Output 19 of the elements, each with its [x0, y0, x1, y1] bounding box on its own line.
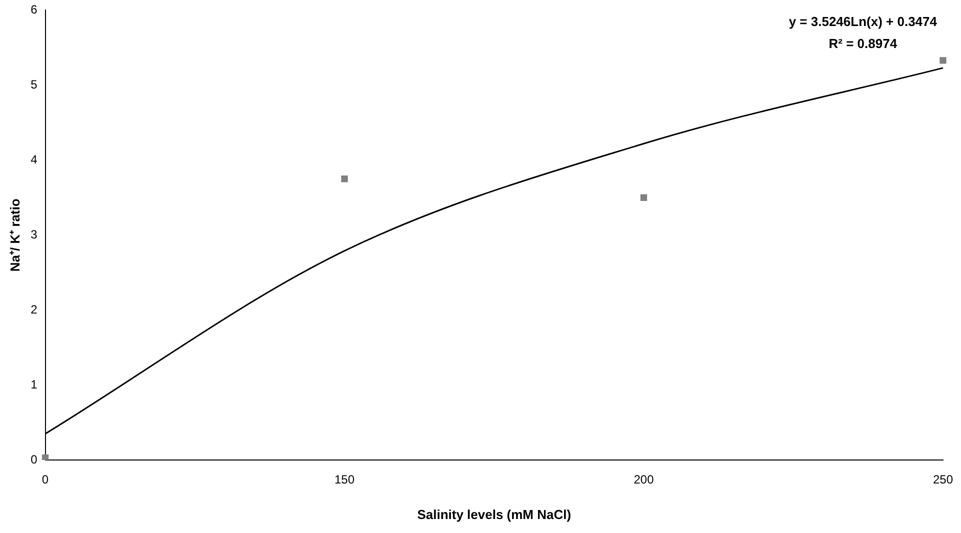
y-tick-label: 2 [30, 302, 38, 316]
y-tick-label: 6 [30, 2, 38, 17]
y-tick-label: 3 [30, 227, 38, 242]
point [640, 194, 648, 201]
y-tick-label: 4 [30, 152, 38, 166]
x-axis-title: Salinity levels (mM NaCl) [417, 506, 572, 522]
point [42, 454, 49, 460]
y-axis-title: Na⁺/ K⁺ ratio [7, 198, 22, 272]
x-tick-label: 250 [932, 472, 954, 487]
x-tick-label: 150 [334, 472, 355, 487]
x-tick-label: 200 [634, 472, 654, 487]
y-tick-label: 5 [30, 77, 38, 92]
annotation: y = 3.5246Ln(x) + 0.3474 [788, 14, 938, 30]
y-tick-label: 0 [30, 452, 38, 466]
point [341, 176, 348, 182]
point [940, 57, 946, 64]
annotation: R² = 0.8974 [828, 36, 898, 52]
x-tick-label: 0 [42, 472, 49, 487]
y-tick-label: 1 [30, 377, 38, 392]
